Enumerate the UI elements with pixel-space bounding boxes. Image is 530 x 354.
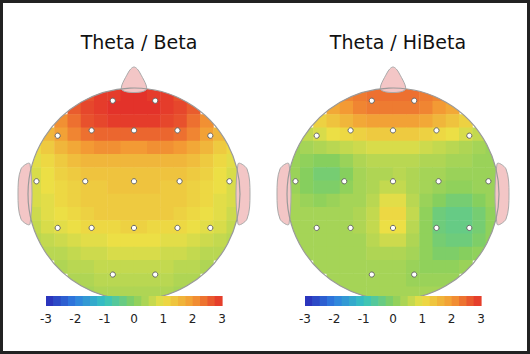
svg-text:3: 3 (218, 312, 226, 326)
svg-text:-1: -1 (99, 312, 111, 326)
svg-text:-1: -1 (358, 312, 370, 326)
svg-text:1: 1 (419, 312, 427, 326)
svg-text:-2: -2 (328, 312, 340, 326)
svg-text:-2: -2 (69, 312, 81, 326)
svg-text:0: 0 (389, 312, 397, 326)
svg-text:2: 2 (189, 312, 197, 326)
svg-text:-3: -3 (299, 312, 311, 326)
svg-text:-3: -3 (40, 312, 52, 326)
svg-text:Theta / HiBeta: Theta / HiBeta (329, 31, 466, 53)
svg-text:2: 2 (448, 312, 456, 326)
svg-text:1: 1 (160, 312, 168, 326)
svg-text:Theta / Beta: Theta / Beta (80, 31, 198, 53)
svg-text:3: 3 (477, 312, 485, 326)
svg-text:0: 0 (130, 312, 138, 326)
